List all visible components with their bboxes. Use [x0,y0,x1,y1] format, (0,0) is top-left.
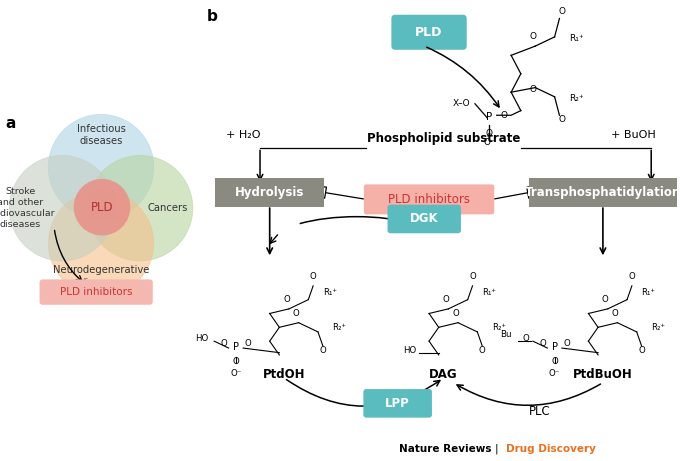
Text: O: O [629,272,635,281]
Text: O: O [530,32,536,41]
Text: Transphosphatidylation: Transphosphatidylation [525,186,681,199]
Circle shape [49,190,153,296]
Text: O: O [479,346,486,355]
Text: O: O [638,346,645,355]
FancyBboxPatch shape [391,15,466,50]
Text: R₁⁺: R₁⁺ [642,288,656,297]
Text: + BuOH: + BuOH [611,130,656,140]
Text: R₂⁺: R₂⁺ [569,95,584,103]
Text: a: a [5,116,16,131]
Text: PLD inhibitors: PLD inhibitors [388,193,470,206]
FancyBboxPatch shape [40,279,153,305]
Text: O⁻: O⁻ [484,138,495,147]
Text: R₂⁺: R₂⁺ [651,323,665,331]
Text: R₁⁺: R₁⁺ [323,288,337,297]
Text: O: O [245,339,251,348]
Text: b: b [207,9,218,24]
Text: O: O [310,272,316,281]
Circle shape [74,179,130,236]
Text: O: O [522,334,529,343]
FancyBboxPatch shape [529,178,677,207]
Text: O: O [443,295,449,304]
Text: P: P [486,112,493,122]
FancyBboxPatch shape [388,205,461,233]
Text: O: O [558,7,565,16]
Text: Phospholipid substrate: Phospholipid substrate [367,132,520,145]
Text: O⁻: O⁻ [549,369,560,378]
Text: DGK: DGK [410,213,438,225]
Text: O: O [469,272,476,281]
Text: O: O [539,339,546,348]
Text: LPP: LPP [385,397,410,410]
Circle shape [88,155,192,261]
Text: O: O [452,309,459,318]
Text: HO: HO [403,346,416,355]
Text: O: O [319,346,326,355]
Text: O: O [563,339,570,348]
Text: O: O [530,85,536,94]
Text: O: O [293,309,299,318]
Text: Infectious
diseases: Infectious diseases [77,124,125,146]
Text: PLD: PLD [415,26,443,39]
Text: Neurodegenerative
diseases: Neurodegenerative diseases [53,265,149,288]
Text: O: O [283,295,290,304]
Text: R₂⁺: R₂⁺ [492,323,506,331]
Text: Nature Reviews: Nature Reviews [399,444,492,454]
Text: R₁⁺: R₁⁺ [482,288,497,297]
Text: Hydrolysis: Hydrolysis [235,186,304,199]
Text: O⁻: O⁻ [230,369,242,378]
Text: Cancers: Cancers [147,203,188,213]
Text: O: O [501,111,508,119]
Text: O: O [486,129,493,138]
Text: P: P [233,343,239,352]
FancyBboxPatch shape [364,184,495,214]
Text: O: O [558,115,565,124]
Text: PtdBuOH: PtdBuOH [573,368,633,381]
Text: PLD inhibitors: PLD inhibitors [60,287,132,297]
Text: DAG: DAG [429,368,458,381]
Text: + H₂O: + H₂O [226,130,261,140]
Text: HO: HO [195,334,209,343]
Text: PLC: PLC [530,405,551,418]
Text: Stroke
and other
cardiovascular
diseases: Stroke and other cardiovascular diseases [0,187,55,229]
Text: Drug Discovery: Drug Discovery [506,444,596,454]
Text: |: | [495,443,498,454]
Text: PLD: PLD [90,201,113,214]
Text: O: O [551,357,558,366]
Text: O: O [602,295,609,304]
Text: R₂⁺: R₂⁺ [332,323,347,331]
Text: X–O: X–O [453,99,471,108]
Circle shape [49,114,153,220]
Text: O: O [612,309,619,318]
Text: P: P [551,343,558,352]
Text: Bu: Bu [501,330,512,338]
Circle shape [10,155,114,261]
Text: R₁⁺: R₁⁺ [569,35,584,43]
FancyBboxPatch shape [215,178,324,207]
Text: PtdOH: PtdOH [263,368,306,381]
Text: O: O [221,339,227,348]
Text: O: O [232,357,239,366]
FancyBboxPatch shape [363,389,432,418]
